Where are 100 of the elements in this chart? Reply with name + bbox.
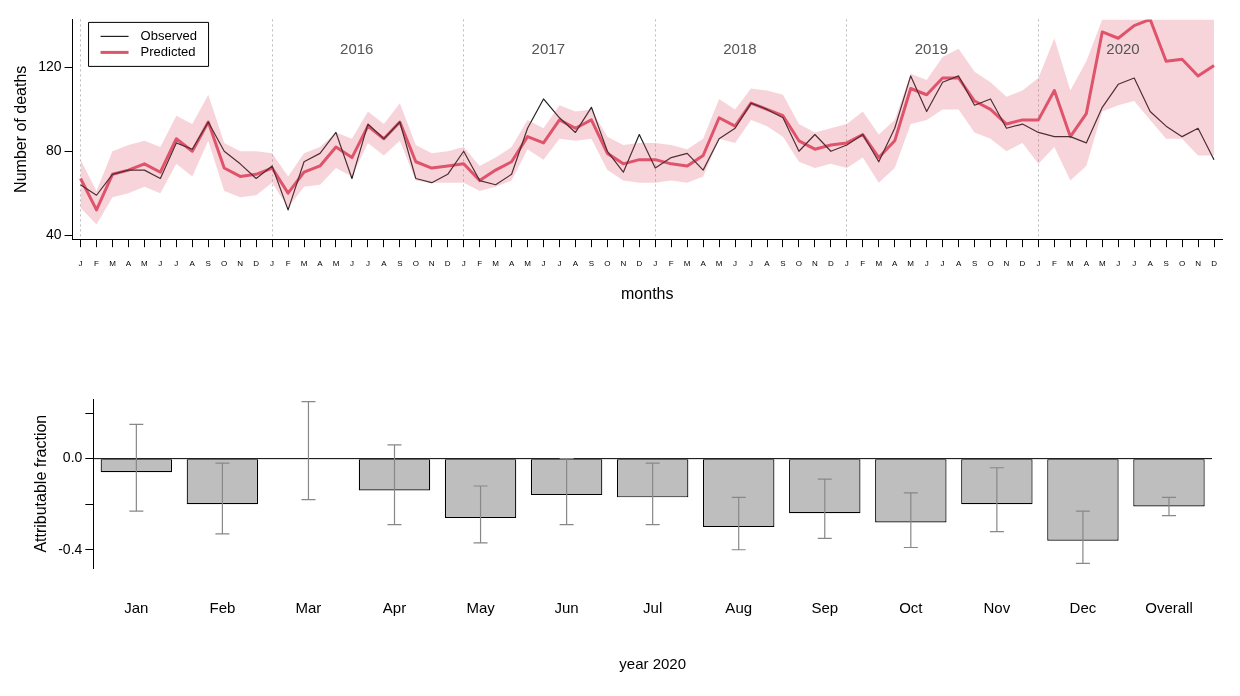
x-tick-label: O xyxy=(795,259,803,269)
x-tick-label: J xyxy=(653,259,658,269)
x-tick-label: D xyxy=(253,259,260,269)
x-tick-label: N xyxy=(428,259,435,269)
x-tick-label: M xyxy=(1067,259,1074,269)
x-tick-label: F xyxy=(1051,259,1057,269)
x-tick-label: J xyxy=(940,259,945,269)
x-tick-label: J xyxy=(749,259,754,269)
x-tick-label: A xyxy=(381,259,388,269)
y-axis-title: Attributable fraction xyxy=(32,414,50,553)
x-tick-label: M xyxy=(109,259,117,269)
annotation: 2016 xyxy=(340,40,374,58)
x-tick-label: Feb xyxy=(209,599,236,617)
x-tick-label: A xyxy=(508,259,515,269)
x-tick-label: F xyxy=(285,259,291,269)
x-tick-label: A xyxy=(125,259,132,269)
x-tick-label: Apr xyxy=(382,599,407,617)
x-tick-label: O xyxy=(412,259,419,269)
x-tick-label: J xyxy=(557,259,562,269)
x-tick-label: J xyxy=(174,259,179,269)
x-axis-title: months xyxy=(621,284,674,302)
legend-label: Predicted xyxy=(140,43,196,59)
x-tick-label: A xyxy=(764,259,771,269)
x-tick-label: A xyxy=(955,259,962,269)
x-tick-label: Jan xyxy=(124,599,149,617)
x-tick-label: A xyxy=(317,259,324,269)
x-tick-label: N xyxy=(620,259,627,269)
y-tick-label: -0.4 xyxy=(58,540,83,557)
x-tick-label: A xyxy=(189,259,196,269)
x-tick-label: D xyxy=(636,259,643,269)
x-tick-label: J xyxy=(365,259,370,269)
x-tick-label: O xyxy=(987,259,994,269)
x-tick-label: S xyxy=(205,259,211,269)
x-tick-label: D xyxy=(1211,259,1218,269)
x-tick-label: S xyxy=(588,259,595,269)
x-tick-label: J xyxy=(158,259,163,269)
x-tick-label: D xyxy=(1019,259,1026,269)
x-tick-label: A xyxy=(572,259,579,269)
x-tick-label: N xyxy=(812,259,819,269)
x-tick-label: O xyxy=(1178,259,1186,269)
x-tick-label: N xyxy=(1195,259,1202,269)
legend-label: Observed xyxy=(140,27,197,43)
x-tick-label: M xyxy=(141,259,149,269)
x-tick-label: J xyxy=(924,259,929,269)
x-tick-label: M xyxy=(492,259,500,269)
x-tick-label: N xyxy=(1003,259,1010,269)
x-tick-label: J xyxy=(78,259,83,269)
x-tick-label: N xyxy=(237,259,244,269)
x-tick-label: A xyxy=(1083,259,1090,269)
x-tick-label: Overall xyxy=(1145,599,1193,617)
x-tick-label: M xyxy=(300,259,308,269)
x-tick-label: Sep xyxy=(811,599,839,617)
x-tick-label: May xyxy=(466,599,496,617)
x-tick-label: J xyxy=(461,259,466,269)
y-tick-label: 80 xyxy=(45,142,62,159)
x-tick-label: A xyxy=(892,259,899,269)
x-tick-label: S xyxy=(971,259,978,269)
x-tick-label: D xyxy=(444,259,451,269)
y-tick-label: 40 xyxy=(45,225,62,242)
x-tick-label: M xyxy=(875,259,883,269)
annotation: 2018 xyxy=(723,40,757,58)
x-tick-label: O xyxy=(221,259,228,269)
x-tick-label: F xyxy=(668,259,674,269)
x-tick-label: S xyxy=(1163,259,1169,269)
x-tick-label: M xyxy=(1098,259,1106,269)
annotation: 2020 xyxy=(1106,40,1140,58)
y-tick-label: 120 xyxy=(38,58,62,75)
annotation: 2019 xyxy=(914,40,949,58)
x-tick-label: A xyxy=(700,259,707,269)
x-tick-label: F xyxy=(860,259,866,269)
x-tick-label: F xyxy=(94,259,100,269)
annotation: 2017 xyxy=(531,40,565,58)
y-axis-title: Number of deaths xyxy=(12,65,30,193)
x-tick-label: A xyxy=(1147,259,1154,269)
x-tick-label: Mar xyxy=(295,599,322,617)
y-tick-label: 0.0 xyxy=(62,449,83,466)
x-tick-label: Dec xyxy=(1069,599,1097,617)
x-tick-label: M xyxy=(524,259,532,269)
x-tick-label: F xyxy=(477,259,483,269)
x-tick-label: S xyxy=(780,259,786,269)
x-tick-label: M xyxy=(332,259,340,269)
x-tick-label: O xyxy=(604,259,611,269)
x-tick-label: J xyxy=(270,259,275,269)
x-tick-label: Jun xyxy=(554,599,579,617)
x-tick-label: J xyxy=(1116,259,1121,269)
x-tick-label: D xyxy=(827,259,834,269)
x-tick-label: Nov xyxy=(983,599,1011,617)
x-tick-label: M xyxy=(715,259,723,269)
x-tick-label: J xyxy=(844,259,849,269)
x-tick-label: Jul xyxy=(643,599,663,617)
x-axis-title: year 2020 xyxy=(619,655,687,673)
x-tick-label: Aug xyxy=(725,599,753,617)
x-tick-label: J xyxy=(1132,259,1137,269)
x-tick-label: J xyxy=(1036,259,1041,269)
x-tick-label: Oct xyxy=(899,599,924,617)
x-tick-label: M xyxy=(907,259,915,269)
x-tick-label: J xyxy=(733,259,738,269)
x-tick-label: M xyxy=(683,259,691,269)
x-tick-label: J xyxy=(541,259,546,269)
x-tick-label: S xyxy=(397,259,403,269)
